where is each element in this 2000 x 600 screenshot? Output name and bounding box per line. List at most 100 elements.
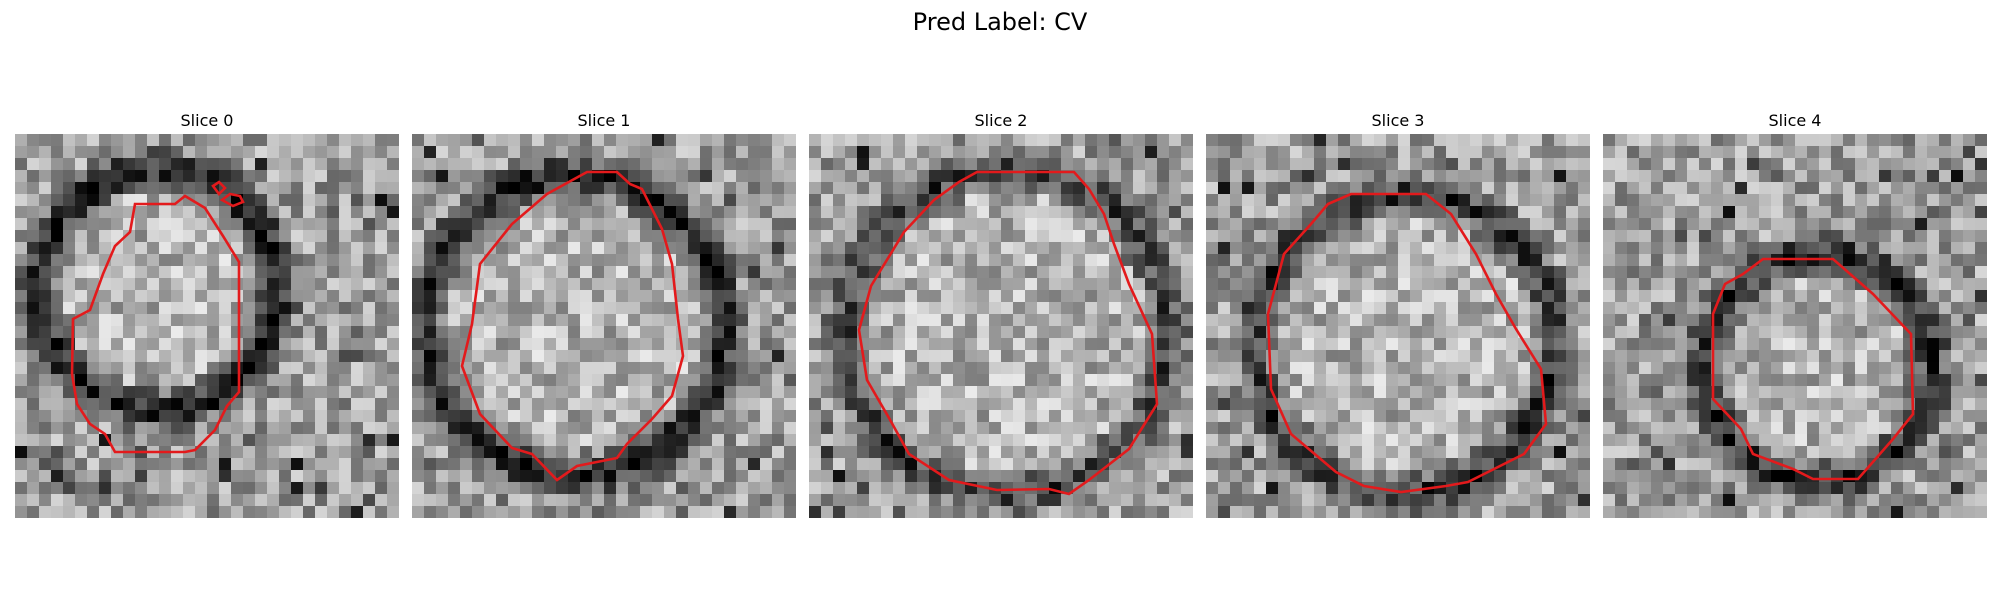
pixel-cell <box>1506 494 1519 507</box>
pixel-cell <box>1891 410 1904 423</box>
pixel-cell <box>1482 398 1495 411</box>
pixel-cell <box>1494 386 1507 399</box>
pixel-cell <box>1975 434 1987 447</box>
pixel-cell <box>412 182 425 195</box>
pixel-cell <box>1049 470 1062 483</box>
pixel-cell <box>195 290 208 303</box>
pixel-cell <box>424 254 437 267</box>
pixel-cell <box>736 386 749 399</box>
pixel-cell <box>267 362 280 375</box>
pixel-cell <box>1398 254 1411 267</box>
pixel-cell <box>1518 134 1531 147</box>
pixel-cell <box>1049 254 1062 267</box>
pixel-cell <box>1819 386 1832 399</box>
pixel-cell <box>1747 206 1760 219</box>
pixel-cell <box>1651 362 1664 375</box>
pixel-cell <box>772 158 785 171</box>
pixel-cell <box>75 470 88 483</box>
pixel-cell <box>1807 194 1820 207</box>
pixel-cell <box>941 170 954 183</box>
pixel-cell <box>989 290 1002 303</box>
pixel-cell <box>424 242 437 255</box>
pixel-cell <box>1133 146 1146 159</box>
pixel-cell <box>1554 170 1567 183</box>
pixel-cell <box>195 494 208 507</box>
pixel-cell <box>736 506 749 518</box>
pixel-cell <box>1386 170 1399 183</box>
pixel-cell <box>1374 230 1387 243</box>
pixel-cell <box>1603 446 1616 459</box>
pixel-cell <box>1891 242 1904 255</box>
pixel-cell <box>159 386 172 399</box>
pixel-cell <box>1963 254 1976 267</box>
pixel-cell <box>592 422 605 435</box>
pixel-cell <box>1218 458 1231 471</box>
pixel-cell <box>1133 506 1146 518</box>
pixel-cell <box>183 242 196 255</box>
pixel-cell <box>1747 302 1760 315</box>
pixel-cell <box>1927 422 1940 435</box>
pixel-cell <box>243 446 256 459</box>
pixel-cell <box>436 422 449 435</box>
pixel-cell <box>1157 182 1170 195</box>
pixel-cell <box>929 206 942 219</box>
pixel-cell <box>929 158 942 171</box>
pixel-cell <box>1518 266 1531 279</box>
pixel-cell <box>75 242 88 255</box>
pixel-cell <box>1362 290 1375 303</box>
pixel-cell <box>15 230 28 243</box>
pixel-cell <box>267 254 280 267</box>
pixel-cell <box>87 350 100 363</box>
pixel-cell <box>736 254 749 267</box>
pixel-cell <box>87 494 100 507</box>
pixel-cell <box>1771 374 1784 387</box>
pixel-cell <box>51 338 64 351</box>
pixel-cell <box>784 494 796 507</box>
pixel-cell <box>941 206 954 219</box>
pixel-cell <box>1975 134 1987 147</box>
pixel-cell <box>580 350 593 363</box>
pixel-cell <box>255 350 268 363</box>
pixel-cell <box>267 218 280 231</box>
pixel-cell <box>1470 326 1483 339</box>
pixel-cell <box>1326 434 1339 447</box>
pixel-cell <box>1109 134 1122 147</box>
pixel-cell <box>1915 158 1928 171</box>
pixel-cell <box>905 302 918 315</box>
pixel-cell <box>821 458 834 471</box>
pixel-cell <box>700 266 713 279</box>
pixel-cell <box>1975 266 1987 279</box>
pixel-cell <box>135 458 148 471</box>
pixel-cell <box>784 302 796 315</box>
pixel-cell <box>1639 350 1652 363</box>
pixel-cell <box>1566 158 1579 171</box>
pixel-cell <box>267 290 280 303</box>
pixel-cell <box>1398 506 1411 518</box>
pixel-cell <box>147 458 160 471</box>
pixel-cell <box>760 398 773 411</box>
pixel-cell <box>700 482 713 495</box>
pixel-cell <box>712 326 725 339</box>
pixel-cell <box>1807 182 1820 195</box>
pixel-cell <box>1302 278 1315 291</box>
pixel-cell <box>375 422 388 435</box>
pixel-cell <box>231 290 244 303</box>
pixel-cell <box>448 290 461 303</box>
pixel-cell <box>195 326 208 339</box>
pixel-cell <box>1975 410 1987 423</box>
pixel-cell <box>700 302 713 315</box>
pixel-cell <box>315 290 328 303</box>
pixel-cell <box>1891 218 1904 231</box>
pixel-cell <box>664 326 677 339</box>
pixel-cell <box>845 386 858 399</box>
pixel-cell <box>1073 362 1086 375</box>
pixel-cell <box>1651 302 1664 315</box>
pixel-cell <box>255 482 268 495</box>
pixel-cell <box>1819 230 1832 243</box>
pixel-cell <box>484 470 497 483</box>
pixel-cell <box>1687 422 1700 435</box>
pixel-cell <box>327 374 340 387</box>
pixel-cell <box>135 362 148 375</box>
pixel-cell <box>1747 242 1760 255</box>
pixel-cell <box>1879 254 1892 267</box>
